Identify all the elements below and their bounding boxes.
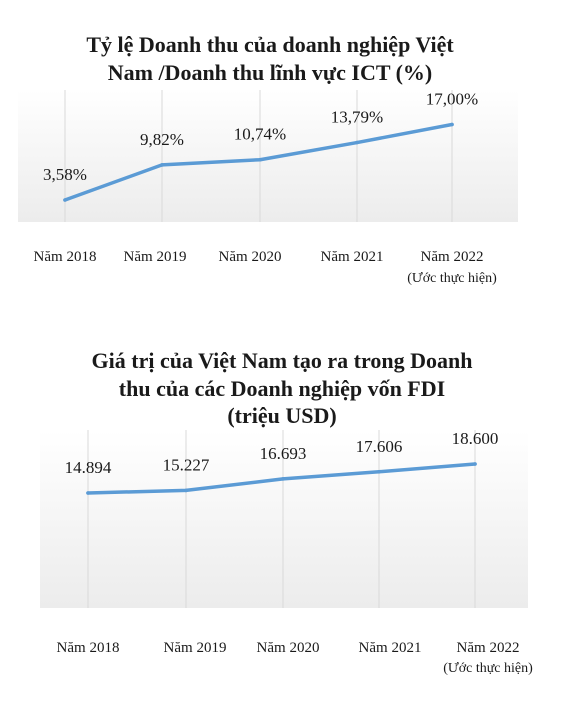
chart-2-x-tick-label-1: Năm 2018: [57, 640, 120, 656]
chart-1-data-label-5: 17,00%: [426, 90, 478, 109]
chart-2-point-4: [377, 469, 381, 474]
chart-2-data-label-3: 16.693: [260, 444, 307, 463]
chart-2-point-5: [473, 462, 477, 466]
chart-1-data-label-3: 10,74%: [234, 125, 286, 144]
chart-2-x-tick-label-3: Năm 2020: [257, 640, 320, 656]
chart-1-data-label-2: 9,82%: [140, 130, 184, 149]
chart-1-point-4: [355, 140, 359, 145]
chart-1: Tỷ lệ Doanh thu của doanh nghiệp Việt Na…: [18, 32, 518, 286]
chart-1-x-tick-note-5: (Ước thực hiện): [407, 271, 497, 286]
chart-2-x-tick-label-2: Năm 2019: [164, 640, 227, 656]
chart-1-point-5: [450, 122, 454, 127]
chart-1-x-tick-label-1: Năm 2018: [34, 249, 97, 265]
chart-1-x-tick-label-5: Năm 2022: [421, 249, 484, 265]
chart-2-data-label-2: 15.227: [163, 455, 210, 474]
chart-1-title-line-2: Nam /Doanh thu lĩnh vực ICT (%): [108, 60, 433, 85]
chart-2-x-tick-label-5: Năm 2022: [457, 640, 520, 656]
chart-2: Giá trị của Việt Nam tạo ra trong Doanh …: [40, 348, 533, 676]
chart-1-point-3: [258, 157, 262, 162]
chart-1-x-tick-label-4: Năm 2021: [321, 249, 384, 265]
chart-1-x-tick-label-2: Năm 2019: [124, 249, 187, 265]
chart-2-data-label-1: 14.894: [65, 458, 112, 477]
chart-1-data-label-1: 3,58%: [43, 165, 87, 184]
chart-2-point-2: [184, 488, 188, 493]
chart-1-x-tick-label-3: Năm 2020: [219, 249, 282, 265]
chart-2-data-label-4: 17.606: [356, 437, 403, 456]
chart-2-title-line-2: thu của các Doanh nghiệp vốn FDI: [119, 376, 445, 401]
chart-1-point-1: [63, 198, 67, 202]
chart-2-x-tick-note-5: (Ước thực hiện): [443, 661, 533, 676]
chart-2-point-1: [86, 491, 90, 495]
chart-2-plot-area: [40, 430, 528, 608]
chart-1-data-label-4: 13,79%: [331, 108, 383, 127]
chart-2-point-3: [281, 477, 285, 481]
chart-1-point-2: [160, 163, 164, 167]
chart-1-plot-area: [18, 90, 518, 222]
chart-2-title-line-1: Giá trị của Việt Nam tạo ra trong Doanh: [92, 348, 473, 373]
chart-2-x-tick-label-4: Năm 2021: [359, 640, 422, 656]
chart-2-data-label-5: 18.600: [452, 429, 499, 448]
chart-2-title-line-3: (triệu USD): [227, 403, 336, 428]
chart-1-title-line-1: Tỷ lệ Doanh thu của doanh nghiệp Việt: [86, 32, 454, 57]
